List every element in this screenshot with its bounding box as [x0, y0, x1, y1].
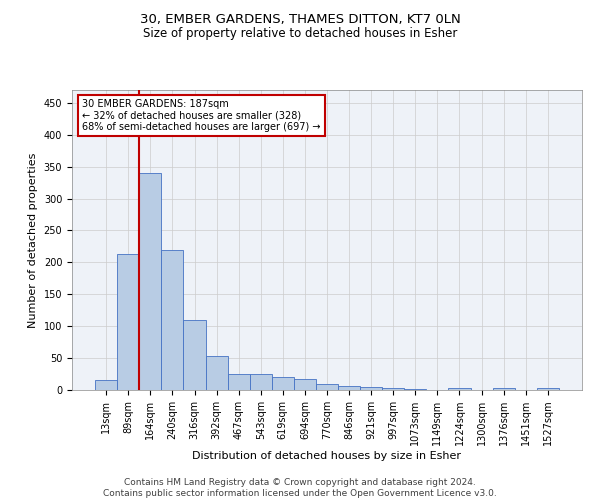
- Bar: [493, 388, 515, 390]
- Bar: [206, 356, 227, 390]
- Bar: [294, 379, 316, 390]
- Bar: [360, 388, 382, 390]
- Bar: [139, 173, 161, 390]
- Bar: [250, 374, 272, 390]
- Bar: [161, 250, 184, 390]
- Bar: [95, 380, 117, 390]
- Y-axis label: Number of detached properties: Number of detached properties: [28, 152, 38, 328]
- Bar: [448, 388, 470, 390]
- Text: Contains HM Land Registry data © Crown copyright and database right 2024.
Contai: Contains HM Land Registry data © Crown c…: [103, 478, 497, 498]
- Bar: [227, 374, 250, 390]
- Bar: [117, 254, 139, 390]
- Text: 30, EMBER GARDENS, THAMES DITTON, KT7 0LN: 30, EMBER GARDENS, THAMES DITTON, KT7 0L…: [140, 12, 460, 26]
- X-axis label: Distribution of detached houses by size in Esher: Distribution of detached houses by size …: [193, 451, 461, 461]
- Text: 30 EMBER GARDENS: 187sqm
← 32% of detached houses are smaller (328)
68% of semi-: 30 EMBER GARDENS: 187sqm ← 32% of detach…: [82, 99, 320, 132]
- Bar: [537, 388, 559, 390]
- Bar: [184, 320, 206, 390]
- Bar: [382, 388, 404, 390]
- Bar: [272, 377, 294, 390]
- Bar: [316, 384, 338, 390]
- Bar: [338, 386, 360, 390]
- Text: Size of property relative to detached houses in Esher: Size of property relative to detached ho…: [143, 28, 457, 40]
